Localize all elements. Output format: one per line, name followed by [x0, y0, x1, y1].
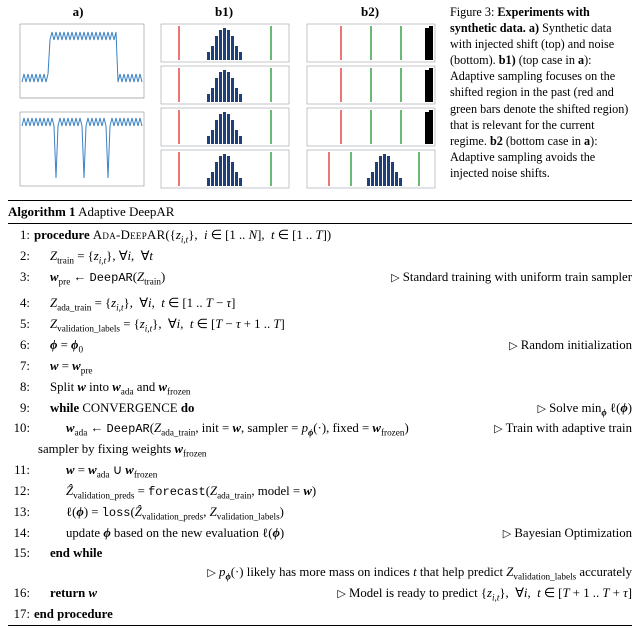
algo-line-6: 6: ϕ = ϕ0 ▷ Random initialization — [8, 336, 632, 357]
panel-b1: b1) — [154, 4, 294, 194]
algo-line-9: 9: while CONVERGENCE do ▷ Solve minϕ ℓ(ϕ… — [8, 399, 632, 420]
algo-line-11: 11: w = wada ∪ wfrozen — [8, 461, 632, 482]
algo-line-2: 2: Ztrain = {zi,t}, ∀i, ∀t — [8, 247, 632, 268]
panel-a-top-chart — [10, 22, 146, 106]
panel-b2-label: b2) — [361, 4, 379, 20]
panel-b2-charts — [301, 22, 439, 194]
algo-line-7: 7: w = wpre — [8, 357, 632, 378]
algo-line-15-comment: ▷ pϕ(·) likely has more mass on indices … — [8, 563, 632, 584]
algo-line-10-cont: sampler by fixing weights wfrozen — [8, 440, 632, 461]
page: a) b1) — [0, 0, 640, 632]
figure-caption: Figure 3: Experiments with synthetic dat… — [446, 4, 632, 194]
algorithm-box: Algorithm 1 Adaptive DeepAR 1: procedure… — [0, 200, 640, 632]
panel-b1-charts — [155, 22, 293, 194]
algo-line-14: 14: update ϕ based on the new evaluation… — [8, 524, 632, 544]
panel-b1-label: b1) — [215, 4, 233, 20]
algorithm-title: Algorithm 1 Adaptive DeepAR — [8, 201, 632, 223]
algo-line-16: 16: return w ▷ Model is ready to predict… — [8, 584, 632, 605]
algo-line-1: 1: procedure Ada-DeepAR({zi,t}, i ∈ [1 .… — [8, 226, 632, 247]
panel-b2: b2) — [300, 4, 440, 194]
algo-line-17: 17: end procedure — [8, 605, 632, 625]
algo-line-13: 13: ℓ(ϕ) = loss(Ẑvalidation_preds, Zvali… — [8, 503, 632, 524]
panel-a: a) — [8, 4, 148, 194]
algo-line-10: 10: wada ← DeepAR(Zada_train, init = w, … — [8, 419, 632, 440]
algorithm-body: 1: procedure Ada-DeepAR({zi,t}, i ∈ [1 .… — [8, 224, 632, 625]
algo-line-3: 3: wpre ← DeepAR(Ztrain) ▷ Standard trai… — [8, 268, 632, 289]
figure-row: a) b1) — [0, 0, 640, 200]
algo-line-5: 5: Zvalidation_labels = {zi,t}, ∀i, t ∈ … — [8, 315, 632, 336]
algo-line-12: 12: Ẑvalidation_preds = forecast(Zada_tr… — [8, 482, 632, 503]
algo-line-15: 15: end while — [8, 544, 632, 564]
panel-a-bottom-chart — [10, 110, 146, 194]
algo-line-4: 4: Zada_train = {zi,t}, ∀i, t ∈ [1 .. T … — [8, 294, 632, 315]
algo-line-8: 8: Split w into wada and wfrozen — [8, 378, 632, 399]
panel-a-label: a) — [73, 4, 84, 20]
